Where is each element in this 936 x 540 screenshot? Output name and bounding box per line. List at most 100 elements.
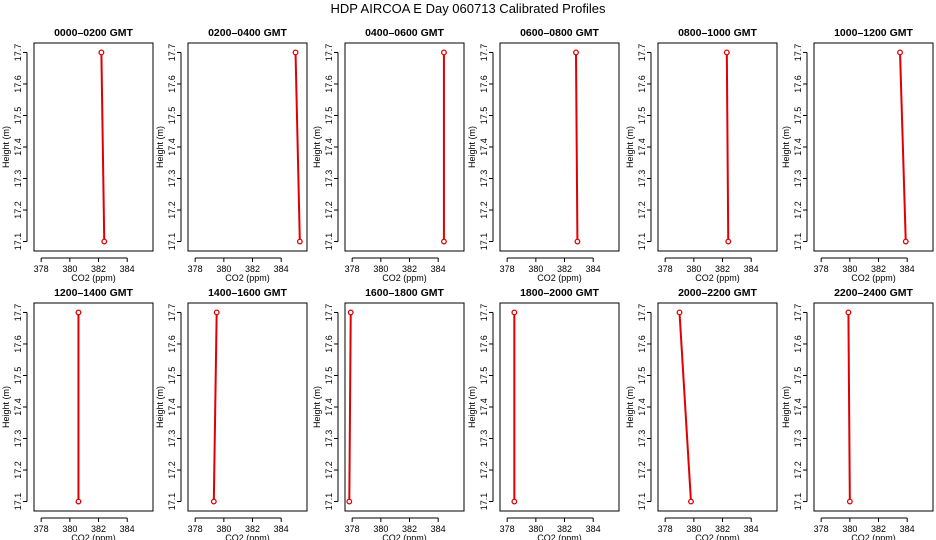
data-point [846, 498, 853, 505]
y-tick-label: 17.3 [324, 170, 334, 188]
y-tick-label: 17.6 [793, 335, 803, 353]
y-tick-label: 17.4 [637, 398, 647, 416]
y-tick-label: 17.7 [324, 304, 334, 322]
y-tick-label: 17.3 [637, 430, 647, 448]
x-tick-label: 382 [245, 264, 260, 274]
y-tick-label: 17.5 [13, 107, 23, 125]
y-tick-label: 17.4 [324, 398, 334, 416]
x-tick-label: 384 [744, 264, 759, 274]
x-tick-label: 382 [91, 264, 106, 274]
x-axis-label: CO2 (ppm) [382, 533, 427, 540]
plot-frame [344, 302, 465, 512]
profile-panel: 0800–1000 GMT 378 380 382 384 CO2 (ppm) 17.1 17… [625, 27, 778, 283]
y-tick-label: 17.2 [324, 201, 334, 219]
data-point [75, 498, 82, 505]
y-tick-label: 17.3 [637, 170, 647, 188]
y-tick-label: 17.1 [324, 233, 334, 251]
x-axis-label: CO2 (ppm) [851, 533, 896, 540]
y-tick-label: 17.5 [479, 367, 489, 385]
y-tick-label: 17.7 [324, 44, 334, 62]
data-point [723, 49, 730, 56]
y-axis-label: Height (m) [155, 126, 165, 168]
x-tick-label: 378 [500, 524, 515, 534]
y-tick-label: 17.4 [793, 398, 803, 416]
data-point [296, 238, 303, 245]
y-tick-label: 17.4 [13, 398, 23, 416]
data-point [75, 309, 82, 316]
y-tick-label: 17.4 [479, 398, 489, 416]
profile-line [212, 312, 218, 502]
y-tick-label: 17.6 [324, 75, 334, 93]
data-point [574, 238, 581, 245]
y-tick-label: 17.6 [324, 335, 334, 353]
x-tick-label: 382 [557, 264, 572, 274]
x-tick-label: 380 [528, 524, 543, 534]
y-tick-label: 17.7 [793, 304, 803, 322]
plot-frame [499, 302, 620, 512]
plot-frame [187, 42, 308, 252]
y-tick-label: 17.4 [13, 138, 23, 156]
plot-frame [657, 42, 778, 252]
x-tick-label: 380 [216, 264, 231, 274]
data-point [573, 49, 579, 56]
x-tick-label: 380 [686, 524, 701, 534]
x-tick-label: 382 [245, 524, 260, 534]
panel-title: 0400–0600 GMT [365, 27, 444, 39]
panel-title: 1400–1600 GMT [208, 287, 287, 299]
y-tick-label: 17.3 [13, 430, 23, 448]
plot-frame [657, 302, 778, 512]
y-tick-label: 17.7 [637, 304, 647, 322]
y-tick-label: 17.2 [479, 201, 489, 219]
x-tick-label: 378 [814, 264, 829, 274]
x-tick-label: 382 [402, 524, 417, 534]
y-tick-label: 17.1 [637, 233, 647, 251]
profile-panel: 0400–0600 GMT 378 380 382 384 CO2 (ppm) 17.1 17… [312, 27, 465, 283]
x-tick-label: 378 [345, 264, 360, 274]
x-tick-label: 384 [431, 264, 446, 274]
y-tick-label: 17.2 [637, 461, 647, 479]
x-tick-label: 380 [216, 524, 231, 534]
y-axis-label: Height (m) [467, 386, 477, 428]
y-tick-label: 17.7 [479, 304, 489, 322]
y-axis-label: Height (m) [781, 386, 791, 428]
plot-frame [813, 302, 934, 512]
y-tick-label: 17.2 [793, 461, 803, 479]
panel-title: 1600–1800 GMT [365, 287, 444, 299]
x-tick-label: 378 [658, 264, 673, 274]
y-tick-label: 17.1 [637, 493, 647, 511]
x-tick-label: 378 [814, 524, 829, 534]
x-tick-label: 380 [62, 524, 77, 534]
x-tick-label: 380 [842, 264, 857, 274]
data-point [292, 49, 299, 56]
x-tick-label: 380 [842, 524, 857, 534]
y-axis-label: Height (m) [155, 386, 165, 428]
profile-line [678, 312, 692, 502]
y-tick-label: 17.5 [479, 107, 489, 125]
plot-frame [499, 42, 620, 252]
x-tick-label: 384 [274, 264, 289, 274]
y-tick-label: 17.1 [167, 233, 177, 251]
data-point [213, 309, 220, 316]
y-tick-label: 17.3 [13, 170, 23, 188]
panel-title: 2000–2200 GMT [678, 287, 757, 299]
y-tick-label: 17.6 [793, 75, 803, 93]
x-axis-label: CO2 (ppm) [225, 273, 270, 283]
y-tick-label: 17.4 [793, 138, 803, 156]
profile-panel: 0000–0200 GMT 378 380 382 384 CO2 (ppm) 17.1 17… [1, 27, 154, 283]
y-tick-label: 17.2 [167, 461, 177, 479]
data-point [511, 309, 518, 316]
y-tick-label: 17.7 [167, 44, 177, 62]
y-tick-label: 17.4 [637, 138, 647, 156]
x-tick-label: 380 [373, 524, 388, 534]
y-tick-label: 17.3 [167, 170, 177, 188]
y-tick-label: 17.3 [793, 170, 803, 188]
data-point [347, 309, 354, 316]
plot-frame [813, 42, 934, 252]
y-tick-label: 17.1 [167, 493, 177, 511]
x-tick-label: 380 [62, 264, 77, 274]
data-point [897, 49, 903, 56]
x-tick-label: 384 [431, 524, 446, 534]
x-tick-label: 384 [900, 264, 915, 274]
y-tick-label: 17.3 [479, 170, 489, 188]
